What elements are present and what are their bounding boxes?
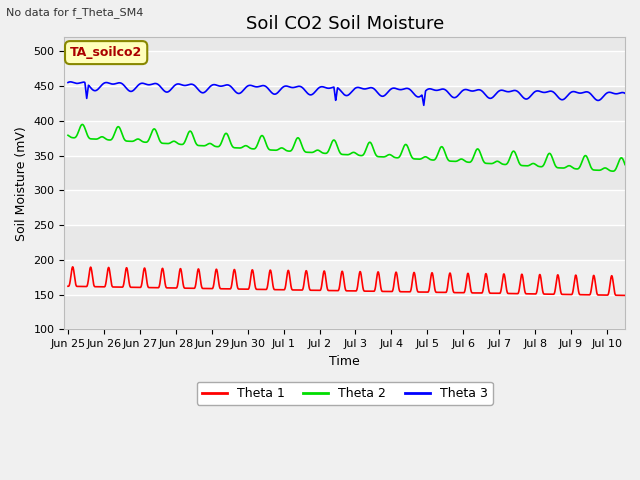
Y-axis label: Soil Moisture (mV): Soil Moisture (mV)	[15, 126, 28, 241]
X-axis label: Time: Time	[330, 355, 360, 368]
Legend: Theta 1, Theta 2, Theta 3: Theta 1, Theta 2, Theta 3	[196, 382, 493, 405]
Bar	[65, 295, 625, 329]
Title: Soil CO2 Soil Moisture: Soil CO2 Soil Moisture	[246, 15, 444, 33]
Bar	[65, 225, 625, 260]
Bar	[65, 86, 625, 121]
Bar	[65, 190, 625, 225]
Text: No data for f_Theta_SM4: No data for f_Theta_SM4	[6, 7, 144, 18]
Bar	[65, 156, 625, 190]
Text: TA_soilco2: TA_soilco2	[70, 46, 142, 59]
Bar	[65, 260, 625, 295]
Bar	[65, 121, 625, 156]
Bar	[65, 51, 625, 86]
